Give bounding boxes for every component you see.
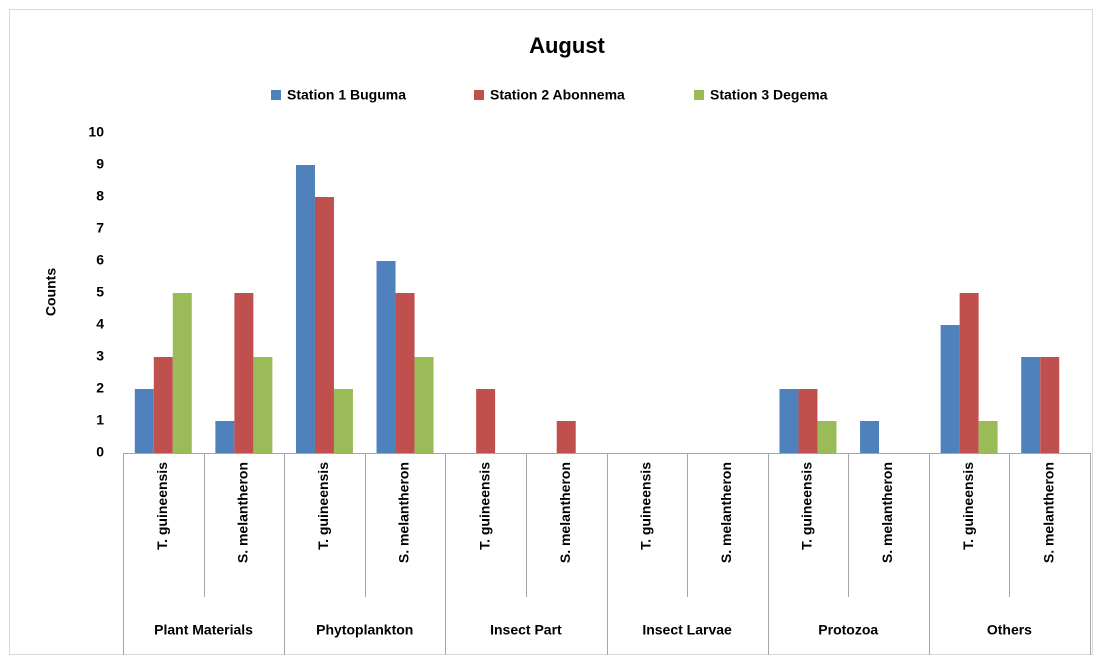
x-tick-label: T. guineensis: [154, 462, 170, 550]
x-tick-label: T. guineensis: [315, 462, 331, 550]
bar: [153, 357, 173, 453]
group-label: Plant Materials: [154, 622, 253, 638]
x-tick-label: T. guineensis: [637, 462, 653, 550]
bar: [779, 389, 799, 453]
x-tick-label: S. melantheron: [557, 462, 573, 563]
y-tick-label: 4: [96, 316, 104, 332]
y-tick-label: 5: [96, 284, 104, 300]
legend-label: Station 1 Buguma: [287, 87, 406, 103]
x-tick-label: S. melantheron: [235, 462, 251, 563]
y-tick-label: 10: [88, 124, 104, 140]
bar: [860, 421, 880, 453]
group-label: Others: [987, 622, 1032, 638]
legend-swatch: [271, 90, 281, 100]
bar: [395, 293, 415, 453]
bar: [314, 197, 334, 453]
bar: [940, 325, 960, 453]
y-tick-label: 7: [96, 220, 104, 236]
y-tick-label: 8: [96, 188, 104, 204]
x-tick-label: T. guineensis: [476, 462, 492, 550]
x-tick-label: S. melantheron: [396, 462, 412, 563]
bar: [333, 389, 353, 453]
group-label: Insect Larvae: [642, 622, 732, 638]
bar: [253, 357, 273, 453]
bar: [215, 421, 235, 453]
y-tick-label: 1: [96, 412, 104, 428]
bar: [817, 421, 837, 453]
x-tick-label: S. melantheron: [1040, 462, 1056, 563]
bar: [798, 389, 818, 453]
bar: [172, 293, 192, 453]
bar: [476, 389, 496, 453]
y-tick-label: 3: [96, 348, 104, 364]
legend-label: Station 2 Abonnema: [490, 87, 625, 103]
y-tick-label: 9: [96, 156, 104, 172]
group-label: Insect Part: [490, 622, 562, 638]
bar: [556, 421, 576, 453]
x-tick-label: T. guineensis: [799, 462, 815, 550]
group-label: Protozoa: [818, 622, 878, 638]
bar: [295, 165, 315, 453]
legend-swatch: [474, 90, 484, 100]
x-tick-label: S. melantheron: [879, 462, 895, 563]
chart-title: August: [529, 33, 605, 58]
x-tick-label: S. melantheron: [718, 462, 734, 563]
bar: [1040, 357, 1060, 453]
group-label: Phytoplankton: [316, 622, 413, 638]
bar: [414, 357, 434, 453]
bar: [959, 293, 979, 453]
legend-label: Station 3 Degema: [710, 87, 828, 103]
chart-border: [9, 9, 1093, 655]
x-tick-label: T. guineensis: [960, 462, 976, 550]
y-tick-label: 6: [96, 252, 104, 268]
y-tick-label: 2: [96, 380, 104, 396]
y-axis-label: Counts: [43, 268, 59, 316]
bar: [1021, 357, 1041, 453]
bar: [234, 293, 254, 453]
bar: [376, 261, 396, 453]
y-tick-label: 0: [96, 444, 104, 460]
bar: [134, 389, 154, 453]
legend-swatch: [694, 90, 704, 100]
bar: [978, 421, 998, 453]
